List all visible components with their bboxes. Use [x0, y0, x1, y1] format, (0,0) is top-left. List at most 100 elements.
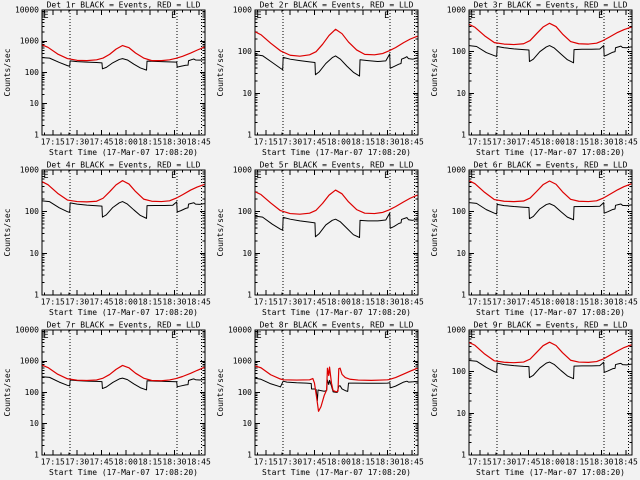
x-tick-label: 18:45	[613, 137, 637, 146]
x-axis-label: Start Time (17-Mar-07 17:08:20)	[49, 308, 198, 317]
x-tick-label: 18:30	[376, 137, 400, 146]
x-tick-label: 18:45	[400, 297, 424, 306]
plot-title: Det 8r BLACK = Events, RED = LLD	[260, 321, 414, 330]
y-tick-label: 100	[451, 367, 466, 376]
x-axis-label: Start Time (17-Mar-07 17:08:20)	[476, 148, 625, 157]
x-tick-label: 18:30	[589, 137, 613, 146]
events-curve	[468, 45, 632, 64]
lld-curve	[255, 28, 418, 57]
lld-curve	[468, 180, 632, 203]
subplot-det-3r: 17:15 17:30 17:45 18:00 18:15 18:30 18:45 1 10 10…	[430, 1, 638, 157]
x-tick-label: 18:15	[565, 297, 589, 306]
y-tick-label: 10	[456, 89, 466, 98]
y-axis-label: Counts/sec	[3, 48, 12, 96]
events-curve	[42, 376, 205, 391]
x-tick-label: 17:15	[467, 297, 491, 306]
y-axis-label: Counts/sec	[3, 368, 12, 416]
plot-title: Det 5r BLACK = Events, RED = LLD	[260, 161, 414, 170]
plot-frame	[254, 9, 419, 136]
plot-frame	[468, 9, 633, 136]
y-tick-label: 1000	[233, 357, 252, 366]
y-tick-label: 1	[461, 450, 466, 459]
events-curve	[468, 360, 632, 380]
eclipse-marker: E	[384, 11, 389, 21]
eclipse-marker: E	[43, 171, 48, 181]
x-axis-label: Start Time (17-Mar-07 17:08:20)	[262, 308, 411, 317]
eclipse-marker: E	[470, 331, 475, 341]
subplot-det-5r: 17:15 17:30 17:45 18:00 18:15 18:30 18:45 1 10 10…	[216, 161, 424, 317]
lld-curve	[42, 364, 205, 382]
y-tick-label: 1	[34, 290, 39, 299]
y-tick-label: 1000	[20, 166, 39, 175]
y-tick-label: 1	[34, 130, 39, 139]
y-tick-label: 10000	[15, 326, 39, 335]
eclipse-marker: E	[171, 331, 176, 341]
eclipse-marker: E	[171, 11, 176, 21]
subplot-det-2r: 17:15 17:30 17:45 18:00 18:15 18:30 18:45 1 10 10…	[216, 1, 424, 157]
eclipse-marker: E	[257, 171, 262, 181]
y-tick-label: 100	[25, 68, 40, 77]
x-tick-label: 18:00	[114, 297, 138, 306]
y-tick-label: 10	[29, 99, 39, 108]
y-tick-label: 1	[461, 290, 466, 299]
y-axis-label: Counts/sec	[216, 368, 225, 416]
x-tick-label: 18:00	[114, 457, 138, 466]
x-tick-label: 17:30	[65, 137, 89, 146]
events-curve	[468, 202, 632, 221]
x-tick-label: 18:15	[138, 137, 162, 146]
x-tick-label: 18:15	[351, 457, 375, 466]
y-tick-label: 1000	[446, 166, 465, 175]
x-tick-label: 18:00	[114, 137, 138, 146]
x-tick-label: 18:00	[327, 137, 351, 146]
y-tick-label: 10	[29, 249, 39, 258]
y-tick-label: 1000	[20, 37, 39, 46]
y-tick-label: 10	[243, 249, 253, 258]
x-tick-label: 18:45	[400, 137, 424, 146]
x-tick-label: 18:45	[400, 457, 424, 466]
y-tick-label: 100	[238, 388, 253, 397]
x-tick-label: 17:15	[41, 457, 65, 466]
x-tick-label: 18:15	[351, 297, 375, 306]
x-axis-label: Start Time (17-Mar-07 17:08:20)	[262, 468, 411, 477]
y-tick-label: 1	[248, 450, 253, 459]
eclipse-marker: E	[257, 331, 262, 341]
lld-curve	[255, 365, 418, 412]
x-tick-label: 18:15	[138, 457, 162, 466]
eclipse-marker: E	[43, 11, 48, 21]
x-axis-label: Start Time (17-Mar-07 17:08:20)	[476, 308, 625, 317]
x-tick-label: 17:45	[516, 297, 540, 306]
x-tick-label: 17:15	[254, 137, 278, 146]
plot-frame	[254, 169, 419, 296]
x-tick-label: 18:45	[613, 297, 637, 306]
plot-frame	[41, 329, 206, 456]
x-tick-label: 18:15	[565, 457, 589, 466]
y-axis-label: Counts/sec	[3, 208, 12, 256]
y-tick-label: 100	[451, 207, 466, 216]
y-tick-label: 1000	[446, 6, 465, 15]
plot-title: Det 6r BLACK = Events, RED = LLD	[473, 161, 627, 170]
y-tick-label: 10	[29, 419, 39, 428]
x-tick-label: 18:45	[613, 457, 637, 466]
eclipse-marker: E	[43, 331, 48, 341]
x-tick-label: 17:15	[467, 457, 491, 466]
eclipse-marker: E	[598, 331, 603, 341]
plot-title: Det 9r BLACK = Events, RED = LLD	[473, 321, 627, 330]
x-tick-label: 18:00	[540, 137, 564, 146]
y-tick-label: 1000	[233, 166, 252, 175]
subplot-det-4r: 17:15 17:30 17:45 18:00 18:15 18:30 18:45 1 10 10…	[3, 161, 211, 317]
x-tick-label: 17:45	[89, 297, 113, 306]
plot-title: Det 7r BLACK = Events, RED = LLD	[47, 321, 201, 330]
eclipse-marker: E	[171, 171, 176, 181]
x-tick-label: 17:45	[303, 137, 327, 146]
subplot-det-1r: 17:15 17:30 17:45 18:00 18:15 18:30 18:45 1 10 10…	[3, 1, 211, 157]
y-tick-label: 1	[34, 450, 39, 459]
y-tick-label: 1	[248, 130, 253, 139]
y-tick-label: 10	[243, 89, 253, 98]
lld-curve	[468, 341, 632, 364]
lld-curve	[42, 180, 205, 203]
plot-title: Det 1r BLACK = Events, RED = LLD	[47, 1, 201, 10]
x-tick-label: 18:15	[138, 297, 162, 306]
y-tick-label: 100	[451, 47, 466, 56]
x-tick-label: 18:30	[376, 457, 400, 466]
x-tick-label: 17:30	[492, 457, 516, 466]
